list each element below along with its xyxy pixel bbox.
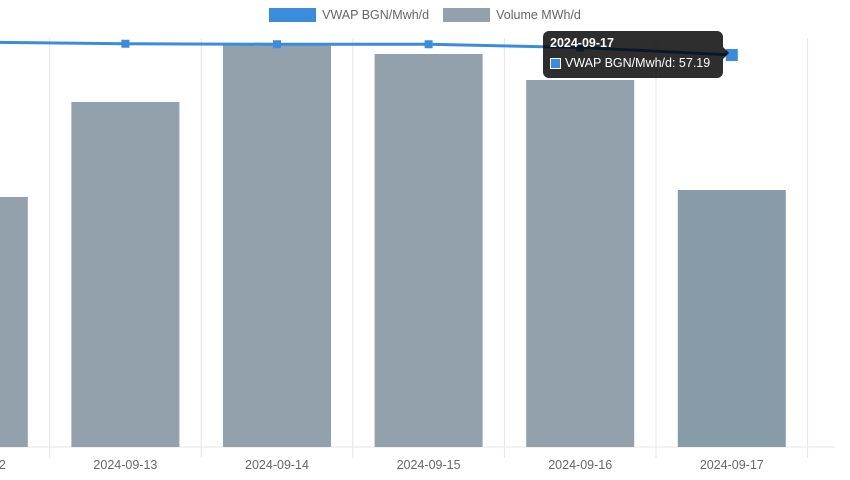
legend-item-vwap[interactable]: VWAP BGN/Mwh/d xyxy=(269,8,429,22)
x-tick-label: 2024-09-16 xyxy=(548,458,612,472)
point-vwap-2024-09-13 xyxy=(121,39,130,48)
x-tick-label: 2024-09-17 xyxy=(700,458,764,472)
bar-volume-2024-09-15 xyxy=(374,54,483,447)
bar-volume-2024-09-14 xyxy=(223,44,331,447)
bar-volume-2024-09-13 xyxy=(71,102,180,447)
tooltip-caret xyxy=(723,47,729,59)
bar-volume-2024-09-17 xyxy=(677,190,786,447)
chart-legend: VWAP BGN/Mwh/d Volume MWh/d xyxy=(0,8,850,22)
legend-swatch-volume xyxy=(443,8,491,22)
legend-label-vwap: VWAP BGN/Mwh/d xyxy=(322,8,430,22)
tooltip-title: 2024-09-17 xyxy=(550,36,614,50)
legend-swatch-vwap xyxy=(269,8,317,22)
x-tick-label: 2024-09-15 xyxy=(397,458,461,472)
point-vwap-2024-09-14 xyxy=(273,40,281,49)
tooltip-body: VWAP BGN/Mwh/d: 57.19 xyxy=(550,56,716,70)
bar-volume-2024-09-16 xyxy=(526,80,635,447)
x-tick-label: 2024-09-13 xyxy=(93,458,157,472)
x-tick-label: 2024-09-12 xyxy=(0,458,6,472)
tooltip-swatch xyxy=(550,57,561,69)
legend-label-volume: Volume MWh/d xyxy=(496,8,581,22)
chart-tooltip: 2024-09-17 VWAP BGN/Mwh/d: 57.19 xyxy=(543,31,729,78)
point-vwap-2024-09-15 xyxy=(424,40,433,49)
bar-volume-2024-09-12 xyxy=(0,197,28,447)
x-tick-label: 2024-09-14 xyxy=(245,458,309,472)
tooltip-label: VWAP BGN/Mwh/d: 57.19 xyxy=(565,56,711,70)
legend-item-volume[interactable]: Volume MWh/d xyxy=(443,8,581,22)
